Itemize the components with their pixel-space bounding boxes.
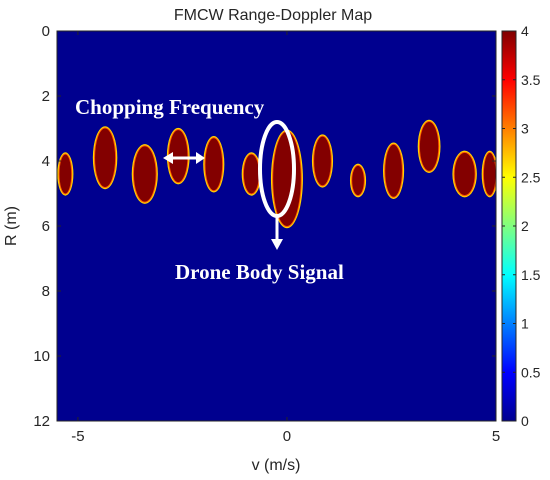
- x-axis-label: v (m/s): [252, 457, 301, 474]
- y-tick-label: 0: [42, 23, 50, 40]
- x-tick-label: 5: [492, 428, 500, 445]
- colorbar-tick-label: 0: [521, 413, 529, 429]
- y-tick-label: 4: [42, 153, 50, 170]
- y-axis-ticks: 0 2 4 6 8 10 12: [33, 23, 496, 430]
- annotation-chopping-frequency: Chopping Frequency: [75, 95, 265, 119]
- x-tick-label: 0: [283, 428, 291, 445]
- signal-blob: [481, 150, 496, 198]
- signal-blob: [131, 144, 158, 204]
- colorbar-tick-label: 2: [521, 218, 529, 234]
- signal-blob: [270, 129, 303, 229]
- colorbar-tick-label: 1.5: [521, 267, 541, 283]
- colorbar-tick-label: 3: [521, 121, 529, 137]
- y-tick-label: 8: [42, 283, 50, 300]
- y-axis-label: R (m): [3, 206, 20, 246]
- y-tick-label: 10: [33, 348, 50, 365]
- colorbar-ticks: 0 0.5 1 1.5 2 2.5 3 3.5 4: [502, 23, 541, 429]
- colorbar-tick-label: 4: [521, 23, 529, 39]
- signal-blob: [417, 119, 441, 173]
- x-tick-label: -5: [71, 428, 84, 445]
- colorbar-tick-label: 3.5: [521, 72, 541, 88]
- y-tick-label: 6: [42, 218, 50, 235]
- y-tick-label: 12: [33, 413, 50, 430]
- signal-blobs: [57, 119, 496, 229]
- double-arrow-icon: [163, 152, 205, 164]
- down-arrow-icon: [271, 216, 283, 250]
- signal-blob: [203, 136, 225, 193]
- signal-blob: [92, 126, 118, 190]
- colorbar-tick-label: 0.5: [521, 364, 541, 380]
- colorbar-tick-label: 1: [521, 316, 529, 332]
- annotations: Chopping Frequency Drone Body Signal: [75, 95, 344, 284]
- signal-blob: [57, 152, 74, 196]
- signal-blob: [166, 127, 190, 185]
- y-tick-label: 2: [42, 88, 50, 105]
- annotation-drone-body-signal: Drone Body Signal: [175, 260, 344, 284]
- signal-blob: [383, 142, 405, 199]
- chart-title: FMCW Range-Doppler Map: [174, 7, 372, 24]
- colorbar-tick-label: 2.5: [521, 169, 541, 185]
- signal-blob: [349, 163, 367, 198]
- x-axis-ticks: -5 0 5: [71, 31, 500, 445]
- signal-blob: [452, 150, 477, 198]
- signal-blob: [311, 134, 334, 188]
- signal-blob: [241, 152, 262, 196]
